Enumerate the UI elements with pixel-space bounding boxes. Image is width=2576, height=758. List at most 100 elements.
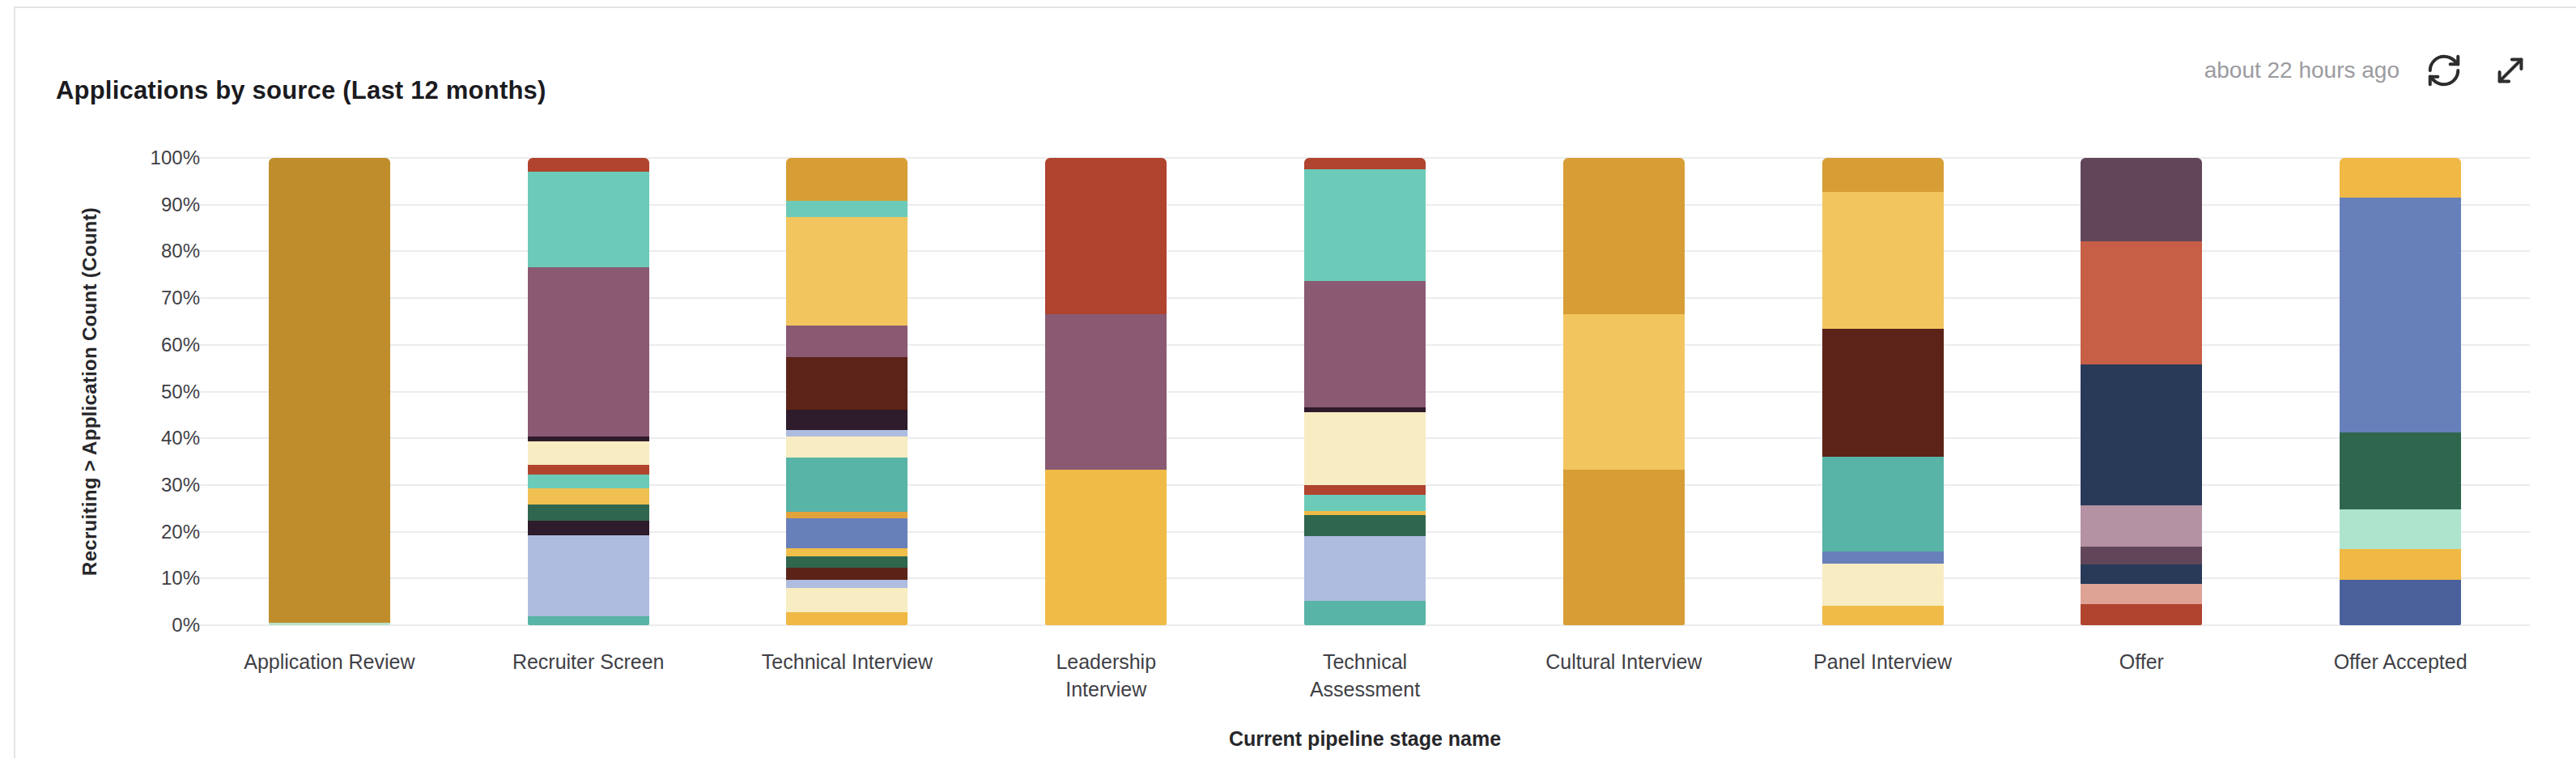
y-tick-label: 30% [161,474,200,496]
bar-segment[interactable] [528,535,649,616]
bar-segment[interactable] [2081,547,2202,564]
stacked-bar[interactable] [1304,158,1426,625]
bar-segment[interactable] [269,158,390,623]
bar-segment[interactable] [2340,198,2461,432]
bar-segment[interactable] [1563,470,1685,625]
bar-segment[interactable] [528,465,649,475]
y-tick-label: 0% [172,614,200,637]
bar-segment[interactable] [786,357,908,410]
bar-segment[interactable] [1822,158,1944,192]
y-tick-label: 40% [161,427,200,449]
chart-title: Applications by source (Last 12 months) [56,76,546,105]
bar-segment[interactable] [1045,158,1167,314]
bar-segment[interactable] [786,580,908,588]
bar-segment[interactable] [786,458,908,512]
bar-segment[interactable] [1822,551,1944,564]
bar-segment[interactable] [786,436,908,457]
bar-column [1753,158,2013,625]
bar-segment[interactable] [2081,604,2202,625]
bar-segment[interactable] [528,172,649,267]
bar-segment[interactable] [528,475,649,489]
bar-segment[interactable] [786,512,908,518]
bar-segment[interactable] [2340,158,2461,198]
bar-segment[interactable] [1304,495,1426,511]
bar-segment[interactable] [2340,549,2461,580]
bar-segment[interactable] [786,548,908,556]
bar-segment[interactable] [786,556,908,568]
chart-card: Applications by source (Last 12 months) … [14,6,2576,758]
bar-segment[interactable] [1822,564,1944,605]
bar-segment[interactable] [1822,192,1944,330]
bar-segment[interactable] [1304,158,1426,169]
bar-segment[interactable] [786,201,908,217]
bar-segment[interactable] [528,505,649,521]
stacked-bar[interactable] [269,158,390,625]
stacked-bar[interactable] [2340,158,2461,625]
x-tick-label: Leadership Interview [976,648,1235,703]
bar-segment[interactable] [528,616,649,625]
plot-area [200,158,2530,625]
bar-segment[interactable] [1304,169,1426,281]
bar-segment[interactable] [1304,485,1426,495]
bar-segment[interactable] [2340,432,2461,509]
bar-segment[interactable] [528,158,649,172]
bar-segment[interactable] [2081,158,2202,241]
bar-segment[interactable] [786,568,908,581]
bar-segment[interactable] [1563,158,1685,314]
stacked-bar[interactable] [528,158,649,625]
bar-segment[interactable] [786,158,908,201]
bar-segment[interactable] [1045,314,1167,470]
x-tick-label: Offer Accepted [2271,648,2530,703]
bar-segment[interactable] [2081,505,2202,547]
bar-segment[interactable] [786,430,908,436]
y-tick-label: 50% [161,381,200,403]
bar-column [976,158,1235,625]
x-tick-label: Panel Interview [1753,648,2013,703]
x-tick-label: Technical Assessment [1235,648,1494,703]
y-tick-label: 20% [161,521,200,543]
expand-icon[interactable] [2489,49,2532,92]
bar-segment[interactable] [1304,515,1426,537]
bar-segment[interactable] [1304,536,1426,601]
x-axis-title: Current pipeline stage name [200,727,2530,751]
bar-segment[interactable] [528,267,649,436]
bar-segment[interactable] [528,521,649,535]
bar-segment[interactable] [1822,606,1944,625]
bars-container [200,158,2530,625]
bar-segment[interactable] [786,518,908,549]
bar-segment[interactable] [2081,364,2202,505]
y-tick-label: 60% [161,334,200,356]
bar-segment[interactable] [528,441,649,465]
bar-column [2012,158,2271,625]
bar-segment[interactable] [786,410,908,430]
stacked-bar[interactable] [1563,158,1685,625]
bar-segment[interactable] [269,623,390,625]
bar-segment[interactable] [1304,601,1426,625]
stacked-bar[interactable] [786,158,908,625]
bar-segment[interactable] [2081,241,2202,364]
bar-segment[interactable] [1822,329,1944,457]
bar-segment[interactable] [1045,470,1167,625]
bar-segment[interactable] [1304,412,1426,486]
y-tick-label: 70% [161,287,200,309]
stacked-bar[interactable] [2081,158,2202,625]
y-tick-label: 80% [161,240,200,262]
bar-segment[interactable] [786,217,908,326]
bar-segment[interactable] [786,326,908,357]
stacked-bar[interactable] [1822,158,1944,625]
refresh-icon[interactable] [2422,49,2466,92]
bar-segment[interactable] [2340,580,2461,625]
bar-segment[interactable] [1304,281,1426,407]
bar-segment[interactable] [2340,509,2461,549]
bar-segment[interactable] [786,588,908,611]
bar-column [1494,158,1753,625]
bar-segment[interactable] [1822,457,1944,551]
bar-segment[interactable] [528,488,649,505]
x-tick-label: Offer [2012,648,2271,703]
bar-segment[interactable] [786,612,908,625]
stacked-bar[interactable] [1045,158,1167,625]
x-axis-ticks: Application ReviewRecruiter ScreenTechni… [200,648,2530,703]
bar-segment[interactable] [2081,564,2202,584]
bar-segment[interactable] [1563,314,1685,470]
bar-segment[interactable] [2081,584,2202,604]
